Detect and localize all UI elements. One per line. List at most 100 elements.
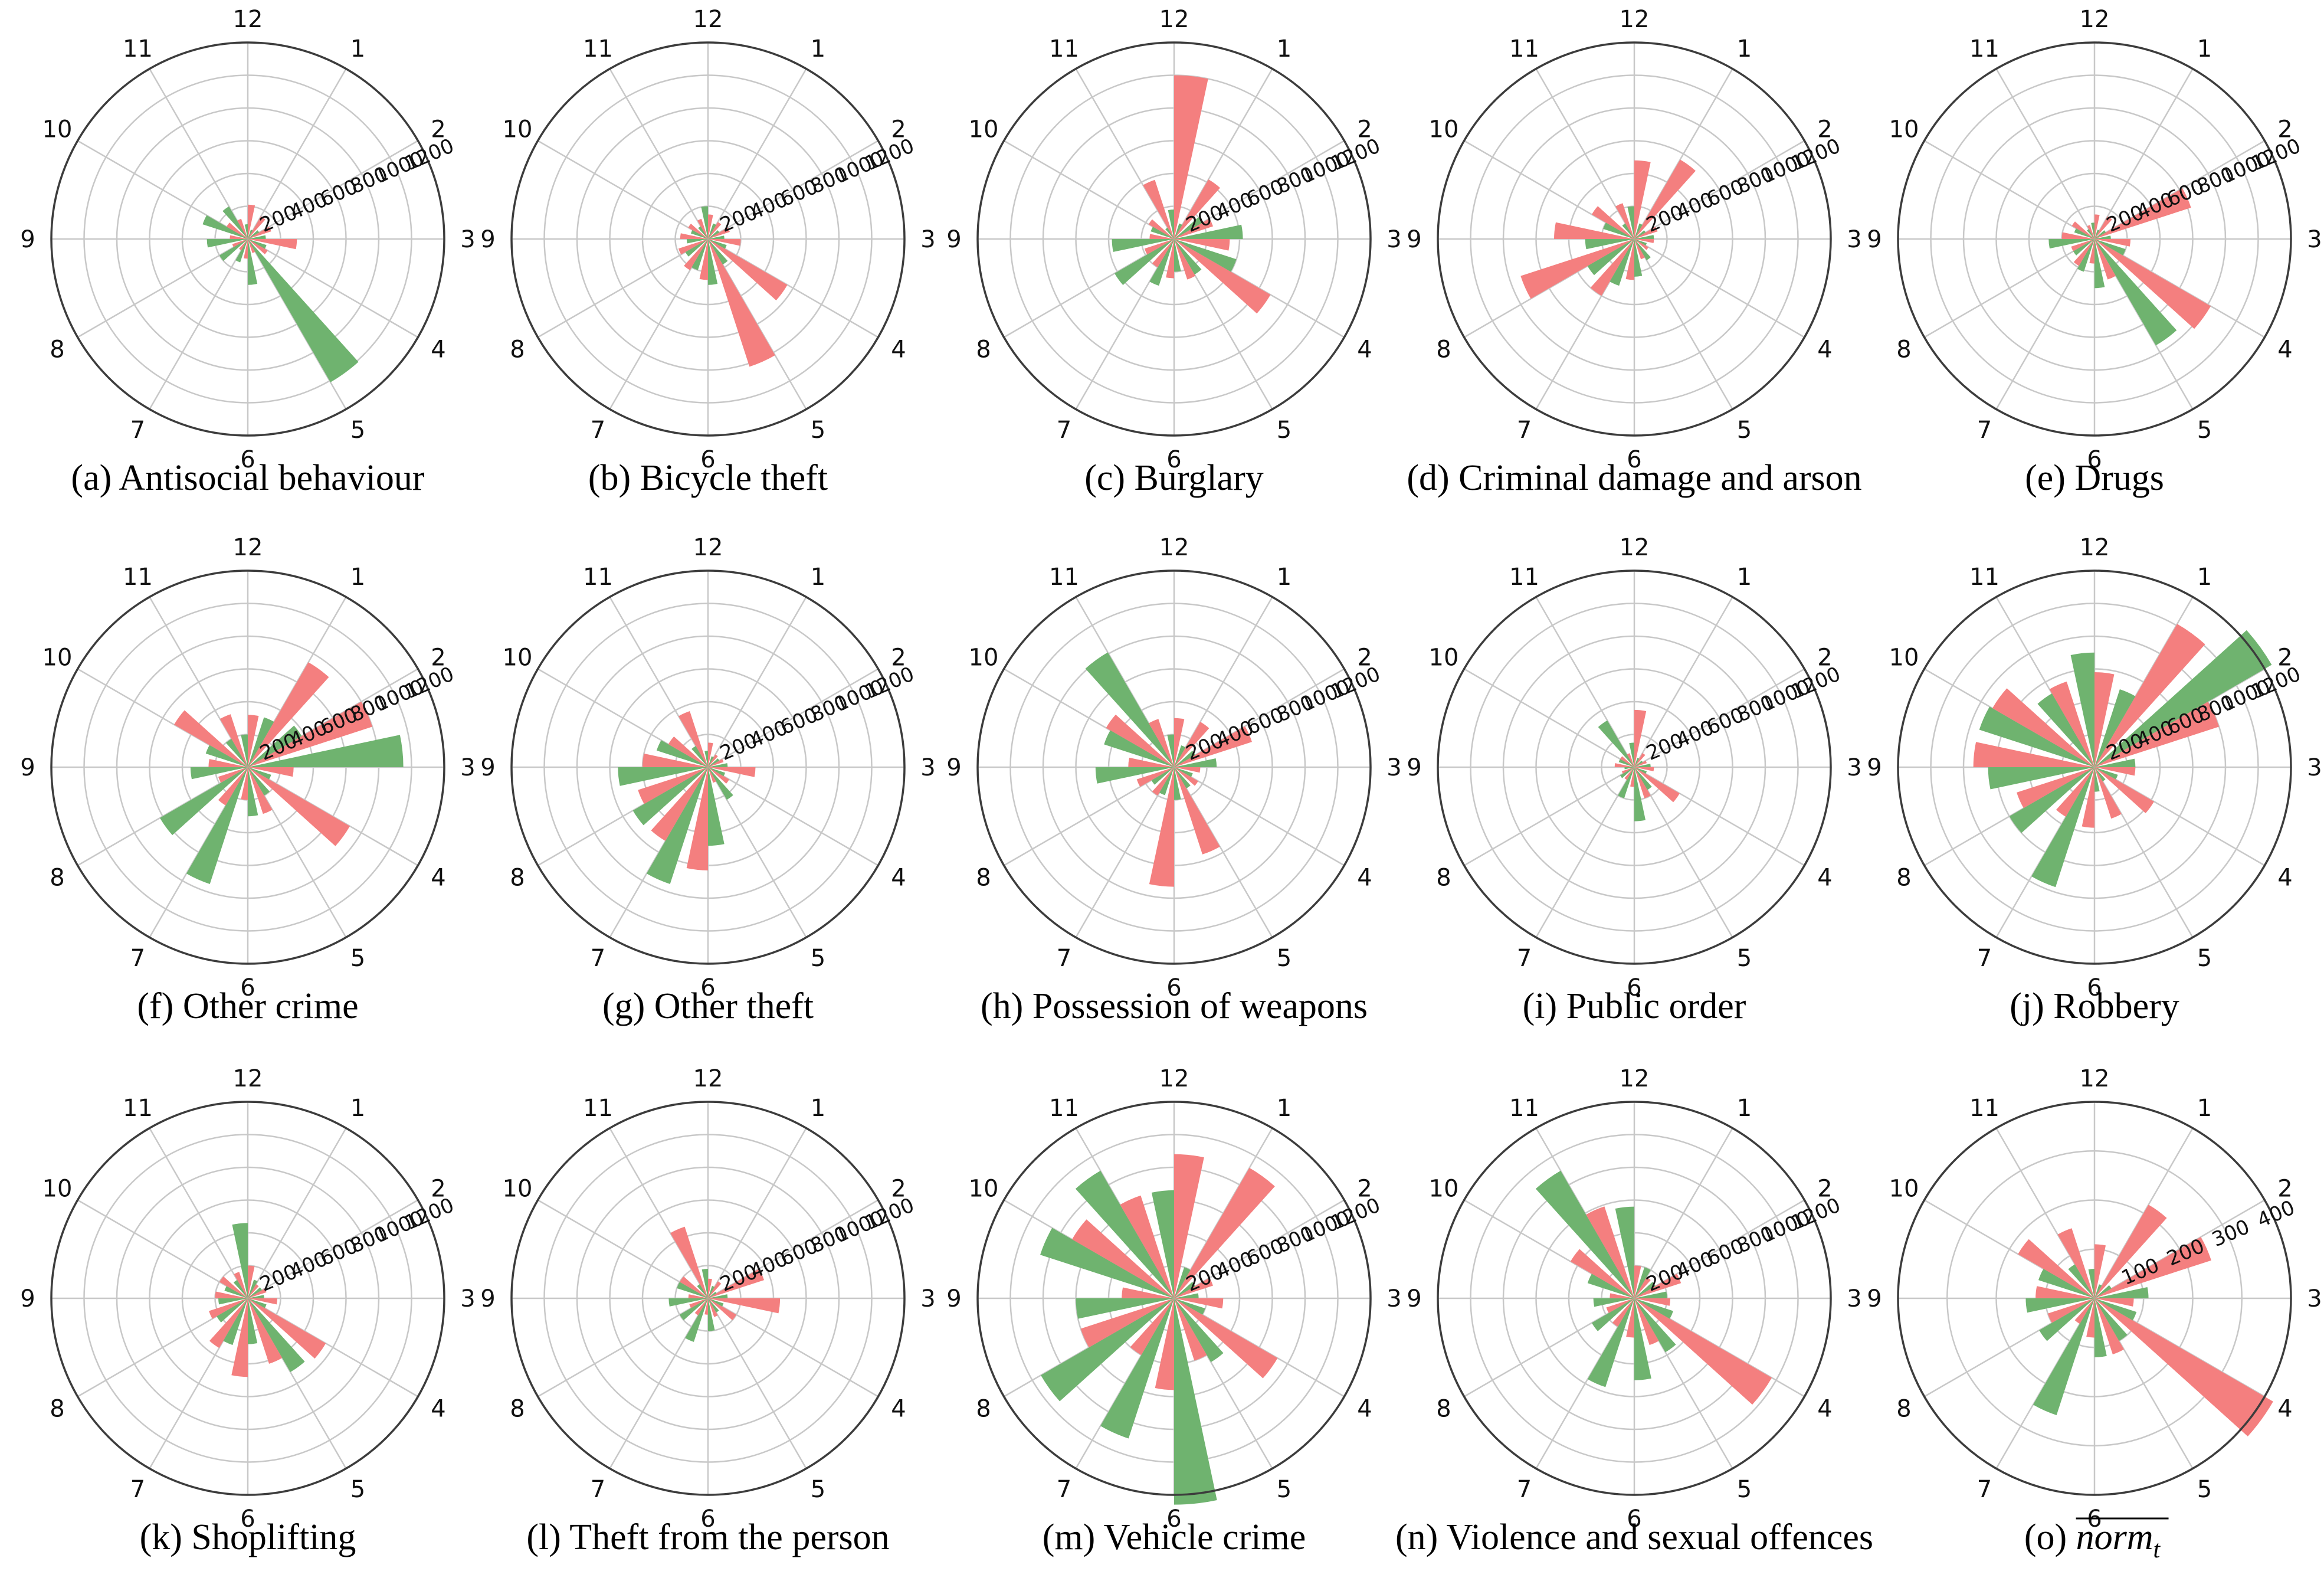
bar-green-10	[656, 740, 708, 767]
bar-red-10	[174, 710, 248, 767]
bar-green-5	[708, 1298, 719, 1313]
bar-red-11	[2057, 1228, 2094, 1298]
bar-red-10	[2071, 221, 2094, 239]
angular-label: 7	[1977, 417, 1992, 444]
angular-label: 8	[50, 865, 64, 892]
bar-red-5	[1634, 239, 1646, 260]
angular-label: 7	[1517, 417, 1532, 444]
angular-label: 2	[891, 644, 906, 672]
angular-label: 12	[233, 1065, 263, 1092]
bar-green-5	[2094, 1298, 2128, 1341]
grid-spoke	[1633, 767, 1733, 938]
bar-red-12	[248, 204, 255, 239]
bar-red-7	[2056, 767, 2094, 817]
angular-label: 11	[1969, 1095, 2000, 1122]
angular-label: 11	[1969, 564, 2000, 591]
panel-caption: (h) Possession of weapons	[981, 986, 1368, 1026]
angular-label: 4	[1357, 336, 1372, 364]
bar-green-1	[2094, 1284, 2102, 1298]
bar-green-5	[708, 767, 733, 800]
bar-red-10	[679, 1276, 708, 1298]
bar-red-12	[1174, 1154, 1204, 1298]
bar-red-9	[680, 233, 708, 239]
angular-label: 12	[233, 534, 263, 561]
bar-red-3	[1174, 239, 1230, 251]
bar-red-3	[248, 1298, 277, 1305]
angular-label: 4	[2277, 1396, 2292, 1423]
bar-red-6	[1155, 1298, 1174, 1390]
radial-tick-label: 1200	[1327, 1193, 1384, 1235]
angular-label: 10	[1889, 1176, 1919, 1203]
bar-green-7	[2033, 1298, 2094, 1415]
bar-red-2	[248, 1288, 267, 1298]
bar-green-1	[248, 1279, 258, 1298]
angular-label: 5	[2197, 945, 2212, 972]
bar-green-6	[708, 1298, 715, 1331]
angular-label: 6	[240, 974, 255, 1001]
bar-green-1	[708, 223, 716, 239]
bar-red-7	[2074, 1298, 2094, 1324]
bar-green-7	[1618, 767, 1634, 798]
bar-green-7	[691, 239, 708, 270]
outer-ring	[50, 1101, 445, 1496]
angular-label: 2	[1817, 644, 1832, 672]
bar-red-6	[1630, 767, 1634, 787]
bar-red-7	[694, 1298, 708, 1315]
grid-spoke	[2094, 668, 2266, 768]
bar-green-11	[1535, 1170, 1634, 1298]
bar-green-2	[1634, 1282, 1656, 1298]
bar-green-7	[235, 239, 248, 263]
angular-label: 11	[1509, 564, 1539, 591]
grid-spoke	[2094, 140, 2266, 240]
bar-red-3	[248, 767, 294, 777]
angular-label: 2	[1357, 1176, 1372, 1203]
bar-green-4	[2094, 767, 2118, 780]
angular-label: 4	[2277, 865, 2292, 892]
bar-green-7	[685, 1298, 708, 1342]
angular-label: 1	[2197, 1095, 2212, 1122]
angular-label: 12	[1159, 1065, 1189, 1092]
angular-label: 12	[2080, 1065, 2110, 1092]
angular-label: 10	[42, 1176, 73, 1203]
bar-red-9	[1122, 1287, 1174, 1298]
bar-red-9	[1610, 1293, 1634, 1298]
angular-label: 4	[891, 865, 906, 892]
bar-green-10	[1150, 227, 1174, 239]
bar-red-11	[1586, 1206, 1634, 1298]
bar-green-9	[686, 239, 708, 244]
grid-spoke	[77, 1199, 248, 1300]
angular-label: 10	[1429, 1176, 1459, 1203]
bar-red-7	[1152, 239, 1174, 268]
bar-red-11	[237, 218, 248, 239]
grid-spoke	[1075, 238, 1175, 410]
bar-red-4	[708, 1298, 737, 1321]
bar-green-1	[1174, 223, 1182, 239]
angular-label: 2	[1817, 116, 1832, 143]
bar-green-6	[248, 239, 258, 285]
angular-label: 11	[123, 35, 153, 63]
angular-label: 4	[1817, 1396, 1832, 1423]
bar-red-8	[2017, 767, 2094, 808]
bar-red-11	[1627, 753, 1634, 767]
bar-red-10	[688, 224, 708, 239]
angular-label: 6	[1627, 446, 1641, 473]
bar-green-12	[241, 734, 248, 767]
angular-label: 7	[130, 945, 145, 972]
bar-green-11	[1622, 223, 1634, 239]
angular-label: 3	[1847, 1285, 1861, 1312]
bar-red-5	[708, 239, 775, 367]
bar-green-6	[1634, 767, 1646, 821]
bar-green-5	[2094, 767, 2106, 782]
angular-label: 5	[1277, 1476, 1292, 1503]
bar-green-2	[248, 725, 302, 767]
bar-green-11	[225, 738, 248, 767]
angular-label: 7	[130, 417, 145, 444]
angular-label: 10	[969, 116, 999, 143]
angular-label: 8	[1436, 865, 1451, 892]
angular-label: 7	[1517, 1476, 1532, 1503]
bar-green-6	[1174, 767, 1181, 800]
bar-red-7	[1152, 767, 1174, 796]
